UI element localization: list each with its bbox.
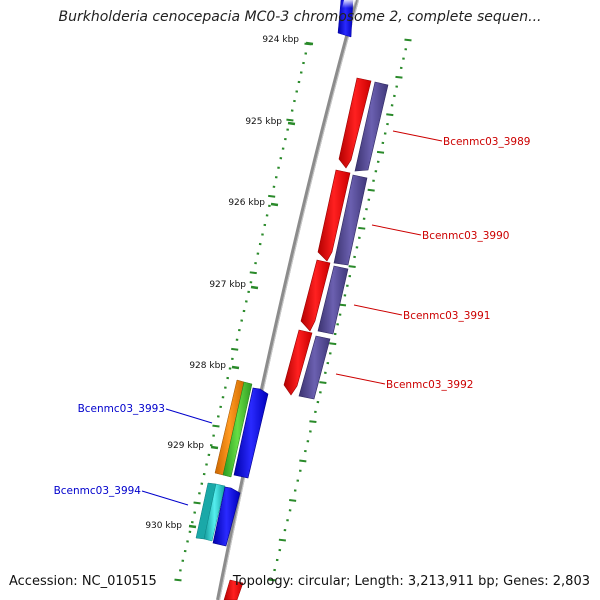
gene-label-3989[interactable]: Bcenmc03_3989 <box>443 136 530 148</box>
gene-label-3993[interactable]: Bcenmc03_3993 <box>78 403 165 415</box>
tick-929kbp: 929 kbp <box>167 441 219 451</box>
ring-tick <box>286 118 294 122</box>
gene-label-3990[interactable]: Bcenmc03_3990 <box>422 230 509 242</box>
gene-top-partial[interactable] <box>337 0 356 38</box>
ring-tick <box>212 424 220 428</box>
ring-tick <box>231 347 239 351</box>
ring-tick <box>193 501 201 505</box>
cds-green[interactable] <box>222 381 253 478</box>
ring-tick <box>268 194 276 198</box>
ring-tick <box>174 578 182 582</box>
ring-tick <box>319 381 327 384</box>
cds-purple[interactable] <box>354 81 389 172</box>
ring-tick <box>338 303 347 307</box>
cds-purple[interactable] <box>317 265 349 335</box>
cds-blue[interactable] <box>233 387 269 479</box>
tick-927kbp: 927 kbp <box>209 280 259 290</box>
ring-tick <box>367 188 375 192</box>
gene-label-3994[interactable]: Bcenmc03_3994 <box>54 485 142 497</box>
ring-tick <box>309 420 317 424</box>
gene-bcenmc03-3993[interactable] <box>214 379 269 479</box>
ring-tick <box>289 498 297 502</box>
gene-label-3992[interactable]: Bcenmc03_3992 <box>386 379 473 391</box>
tick-label: 924 kbp <box>262 35 299 45</box>
cds-red[interactable] <box>338 77 372 169</box>
gene-bcenmc03-3992[interactable] <box>283 329 331 400</box>
tick-label: 925 kbp <box>245 117 282 127</box>
tick-label: 926 kbp <box>228 198 265 208</box>
tick-label: 930 kbp <box>145 521 182 531</box>
tick-925kbp: 925 kbp <box>245 117 296 127</box>
ring-tick <box>386 113 394 117</box>
ring-tick <box>358 226 366 230</box>
chromosome-backbone <box>216 0 359 600</box>
tick-926kbp: 926 kbp <box>228 198 279 208</box>
ring-tick <box>376 150 385 154</box>
tick-label: 929 kbp <box>167 441 204 451</box>
cds-purple[interactable] <box>298 335 331 400</box>
ring-tick <box>249 271 257 275</box>
accession-text: Accession: NC_010515 <box>9 574 157 589</box>
cds-red[interactable] <box>300 259 331 332</box>
tick-928kbp: 928 kbp <box>189 361 240 371</box>
cds-red[interactable] <box>317 169 351 262</box>
cds-cyan-light[interactable] <box>203 483 226 542</box>
cds-blue[interactable] <box>212 486 241 547</box>
gene-bcenmc03-3989[interactable] <box>338 77 389 172</box>
tick-label: 928 kbp <box>189 361 226 371</box>
cds-purple[interactable] <box>333 174 368 266</box>
cds-red[interactable] <box>283 329 313 396</box>
gene-bcenmc03-3994[interactable] <box>195 482 241 547</box>
outer-tick-ring <box>268 38 412 582</box>
tick-924kbp: 924 kbp <box>262 35 314 46</box>
summary-text: Topology: circular; Length: 3,213,911 bp… <box>232 574 590 589</box>
tick-label: 927 kbp <box>209 280 246 290</box>
ring-tick <box>329 342 337 346</box>
gene-bcenmc03-3991[interactable] <box>300 259 349 335</box>
ring-tick <box>348 265 356 268</box>
gene-labels: Bcenmc03_3989 Bcenmc03_3990 Bcenmc03_399… <box>54 130 530 506</box>
inner-tick-ring <box>174 42 312 582</box>
gene-bcenmc03-3990[interactable] <box>317 169 368 266</box>
gene-bottom-partial[interactable] <box>223 579 244 600</box>
ring-tick <box>404 38 412 42</box>
ring-tick <box>299 459 307 463</box>
gene-label-3991[interactable]: Bcenmc03_3991 <box>403 310 490 322</box>
ring-tick <box>395 75 403 79</box>
ring-tick <box>278 538 286 542</box>
tick-930kbp: 930 kbp <box>145 521 197 531</box>
kbp-ticks: 924 kbp 925 kbp 926 kbp 927 kbp 928 kbp … <box>145 35 314 531</box>
chromosome-backbone-highlight <box>219 0 359 600</box>
ring-tick <box>268 578 276 582</box>
map-title: Burkholderia cenocepacia MC0-3 chromosom… <box>58 9 542 25</box>
